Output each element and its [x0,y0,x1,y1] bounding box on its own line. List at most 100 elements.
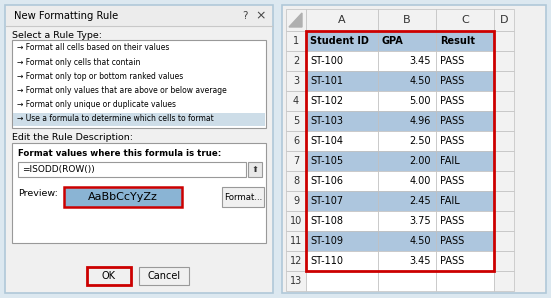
Bar [494,271,514,291]
Bar [286,131,306,151]
Text: PASS: PASS [440,256,464,266]
Bar [436,171,494,191]
Text: 7: 7 [293,156,299,166]
Text: PASS: PASS [440,136,464,146]
Bar [286,91,306,111]
Text: 5: 5 [293,116,299,126]
Text: Edit the Rule Description:: Edit the Rule Description: [12,133,133,142]
Text: ST-108: ST-108 [310,216,343,226]
Text: 13: 13 [290,276,302,286]
Text: ST-110: ST-110 [310,256,343,266]
Bar [378,211,436,231]
Bar [436,111,494,131]
Text: A: A [338,15,346,25]
Bar [494,51,514,71]
Text: Format...: Format... [224,193,262,201]
Bar [378,171,436,191]
Bar [494,231,514,251]
Bar [139,267,189,285]
Text: D: D [500,15,508,25]
Text: PASS: PASS [440,56,464,66]
Bar [378,91,436,111]
Text: ×: × [256,10,266,23]
Text: 4.50: 4.50 [409,76,431,86]
Bar [6,6,272,26]
Polygon shape [289,13,302,27]
Text: 2.50: 2.50 [409,136,431,146]
Text: ?: ? [242,11,248,21]
Bar [436,231,494,251]
Bar [286,251,306,271]
Bar [378,191,436,211]
Text: OK: OK [102,271,116,281]
Bar [494,91,514,111]
Text: → Use a formula to determine which cells to format: → Use a formula to determine which cells… [17,114,214,123]
Text: 9: 9 [293,196,299,206]
Text: ⬆: ⬆ [251,165,258,174]
Text: 2.45: 2.45 [409,196,431,206]
Bar [378,251,436,271]
Text: =ISODD(ROW()): =ISODD(ROW()) [22,165,95,174]
Bar [436,191,494,211]
Text: 3.75: 3.75 [409,216,431,226]
Bar [436,251,494,271]
Text: 10: 10 [290,216,302,226]
Text: Preview:: Preview: [18,190,58,198]
Text: PASS: PASS [440,216,464,226]
Bar [306,171,378,191]
Bar [494,31,514,51]
Bar [286,271,306,291]
Text: FAIL: FAIL [440,156,460,166]
Bar [286,151,306,171]
Text: ST-107: ST-107 [310,196,343,206]
Text: 1: 1 [293,36,299,46]
Text: 12: 12 [290,256,302,266]
Text: Student ID: Student ID [310,36,369,46]
Text: PASS: PASS [440,116,464,126]
Text: → Format only values that are above or below average: → Format only values that are above or b… [17,86,227,95]
Text: New Formatting Rule: New Formatting Rule [14,11,118,21]
Bar [306,31,494,271]
Bar [436,91,494,111]
Text: ST-100: ST-100 [310,56,343,66]
Text: ST-102: ST-102 [310,96,343,106]
Bar [306,231,378,251]
Bar [87,267,131,285]
Text: → Format all cells based on their values: → Format all cells based on their values [17,44,169,52]
Text: PASS: PASS [440,236,464,246]
Bar [286,111,306,131]
Text: Select a Rule Type:: Select a Rule Type: [12,30,102,40]
Bar [494,251,514,271]
Bar [12,40,266,128]
Text: ST-109: ST-109 [310,236,343,246]
Bar [306,151,378,171]
Bar [286,51,306,71]
Text: Result: Result [440,36,475,46]
Bar [494,131,514,151]
Text: 3.45: 3.45 [409,256,431,266]
Text: Format values where this formula is true:: Format values where this formula is true… [18,150,222,159]
Text: 3.45: 3.45 [409,56,431,66]
Bar [286,191,306,211]
Text: PASS: PASS [440,176,464,186]
Bar [286,9,306,31]
Text: 4.00: 4.00 [409,176,431,186]
Bar [494,171,514,191]
Bar [494,111,514,131]
Bar [436,71,494,91]
Bar [378,131,436,151]
Bar [13,113,265,126]
Text: ST-103: ST-103 [310,116,343,126]
Bar [12,143,266,243]
Bar [494,191,514,211]
Text: AaBbCcYyZz: AaBbCcYyZz [88,192,158,202]
Bar [436,271,494,291]
Bar [378,271,436,291]
Text: C: C [461,15,469,25]
Text: 5.00: 5.00 [409,96,431,106]
Bar [436,131,494,151]
Text: PASS: PASS [440,96,464,106]
Bar [494,71,514,91]
Bar [494,9,514,31]
Text: 4: 4 [293,96,299,106]
